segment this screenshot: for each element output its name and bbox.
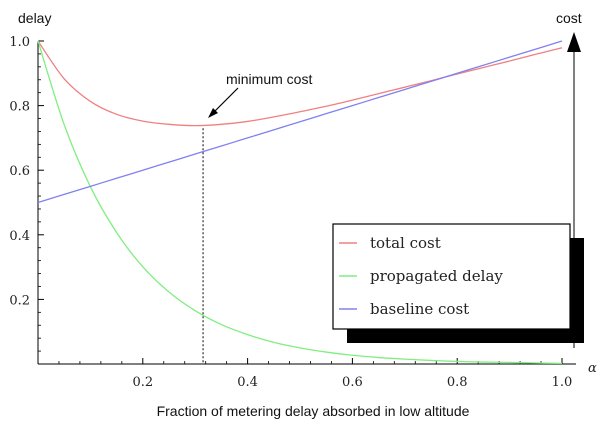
y-tick-label: 0.8 <box>9 100 30 115</box>
y-tick-label: 0.4 <box>9 229 30 244</box>
y-tick-label: 0.2 <box>9 293 30 308</box>
x-tick-label: 0.2 <box>132 375 153 390</box>
series-line-baseline-cost <box>37 40 563 204</box>
x-tick-label: 0.8 <box>447 375 468 390</box>
annotation-minimum-cost: minimum cost <box>226 71 312 87</box>
x-axis-alpha-symbol: α <box>588 361 597 376</box>
x-tick-label: 0.6 <box>342 375 363 390</box>
y-tick-label: 1.0 <box>9 35 30 50</box>
annotation-arrow <box>208 87 239 118</box>
legend-label-propagated-delay: propagated delay <box>370 267 503 285</box>
y-tick-label: 0.6 <box>9 164 30 179</box>
legend-box <box>332 223 571 330</box>
legend-label-total-cost: total cost <box>370 234 441 252</box>
x-tick-label: 0.4 <box>237 375 258 390</box>
x-tick-label: 1.0 <box>552 375 573 390</box>
x-axis-label: Fraction of metering delay absorbed in l… <box>157 403 470 419</box>
y-axis-label-cost: cost <box>556 10 582 26</box>
series-line-propagated-delay <box>37 40 563 364</box>
y-axis-label-delay: delay <box>18 10 51 26</box>
series-line-total-cost <box>37 40 563 127</box>
series-lines <box>37 40 563 364</box>
legend: total cost propagated delay baseline cost <box>332 223 584 343</box>
legend-label-baseline-cost: baseline cost <box>370 300 469 318</box>
ticks: 0.2 0.4 0.6 0.8 1.0 0.2 0.4 0.6 0.8 1.0 <box>9 35 572 390</box>
